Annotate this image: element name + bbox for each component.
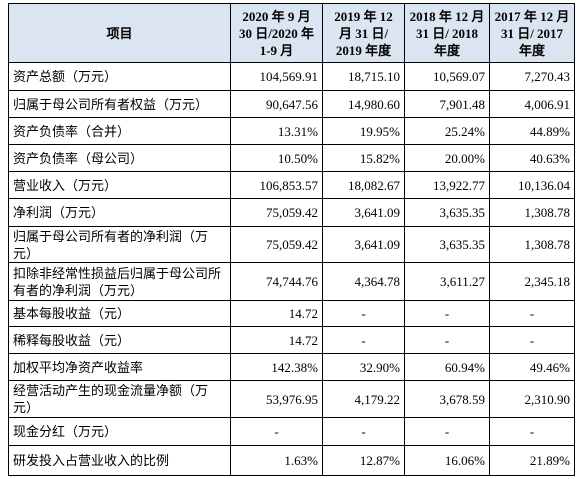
row-label: 资产总额（万元） (8, 62, 231, 91)
table-row: 加权平均净资产收益率 142.38% 32.90% 60.94% 49.46% (8, 353, 575, 381)
value-cell: 40.63% (489, 144, 575, 172)
value-cell: 4,006.91 (489, 90, 575, 118)
value-cell: 14.72 (230, 300, 323, 327)
row-label: 资产负债率（合并） (8, 117, 231, 145)
table-row: 资产负债率（母公司） 10.50% 15.82% 20.00% 40.63% (8, 144, 575, 172)
value-cell: 32.90% (322, 353, 405, 381)
row-label: 稀释每股收益（元） (8, 326, 231, 354)
row-label: 基本每股收益（元） (8, 300, 231, 327)
value-cell: - (322, 326, 405, 354)
table-row: 归属于母公司所有者的净利润（万元） 75,059.42 3,641.09 3,635.… (8, 226, 575, 263)
table-row: 资产负债率（合并） 13.31% 19.95% 25.24% 44.89% (8, 117, 575, 145)
value-cell: 1.63% (230, 445, 323, 476)
value-cell: 7,901.48 (404, 90, 490, 118)
financial-table: 项目 2020 年 9 月 30 日/2020 年 1-9 月 2019 年 12 … (8, 3, 575, 476)
value-cell: - (404, 300, 490, 327)
header-cell: 2017 年 12 月 31 日/ 2017 年度 (489, 3, 575, 63)
row-label: 研发投入占营业收入的比例 (8, 445, 231, 476)
value-cell: 106,853.57 (230, 171, 323, 199)
value-cell: 53,976.95 (230, 380, 323, 418)
value-cell: 60.94% (404, 353, 490, 381)
value-cell: 2,345.18 (489, 262, 575, 301)
value-cell: 4,179.22 (322, 380, 405, 418)
table-row: 稀释每股收益（元） 14.72- - - (8, 326, 575, 354)
row-label: 加权平均净资产收益率 (8, 353, 231, 381)
table-row: 扣除非经常性损益后归属于母公司所有者的净利润（万元） 74,744.76 4,364… (8, 262, 575, 301)
value-cell: 19.95% (322, 117, 405, 145)
header-row: 项目 2020 年 9 月 30 日/2020 年 1-9 月 2019 年 12 … (8, 3, 575, 63)
value-cell: 90,647.56 (230, 90, 323, 118)
value-cell: 3,635.35 (404, 226, 490, 263)
table-row: 营业收入（万元） 106,853.57 18,082.67 13,922.77 10,1… (8, 171, 575, 199)
row-label: 现金分红（万元） (8, 417, 231, 446)
value-cell: 14.72 (230, 326, 323, 354)
value-cell: - (404, 326, 490, 354)
value-cell: 18,082.67 (322, 171, 405, 199)
value-cell: 10,569.07 (404, 62, 490, 91)
value-cell: 44.89% (489, 117, 575, 145)
row-label: 营业收入（万元） (8, 171, 231, 199)
row-label: 扣除非经常性损益后归属于母公司所有者的净利润（万元） (8, 262, 231, 301)
table-row: 基本每股收益（元） 14.72- - - (8, 300, 575, 327)
table-row: 经营活动产生的现金流量净额（万元） 53,976.95 4,179.22 3,678.… (8, 380, 575, 418)
value-cell: 25.24% (404, 117, 490, 145)
value-cell: 3,641.09 (322, 198, 405, 227)
value-cell: - (489, 300, 575, 327)
header-cell: 2018 年 12 月 31 日/ 2018 年度 (404, 3, 490, 63)
value-cell: 142.38% (230, 353, 323, 381)
value-cell: - (322, 417, 405, 446)
value-cell: 10,136.04 (489, 171, 575, 199)
value-cell: 1,308.78 (489, 198, 575, 227)
value-cell: - (322, 300, 405, 327)
row-label: 净利润（万元） (8, 198, 231, 227)
table-container: 项目 2020 年 9 月 30 日/2020 年 1-9 月 2019 年 12 … (8, 3, 575, 476)
value-cell: 21.89% (489, 445, 575, 476)
row-label: 经营活动产生的现金流量净额（万元） (8, 380, 231, 418)
value-cell: 1,308.78 (489, 226, 575, 263)
value-cell: 13.31% (230, 117, 323, 145)
value-cell: - (489, 326, 575, 354)
value-cell: 3,611.27 (404, 262, 490, 301)
table-row: 归属于母公司所有者权益（万元） 90,647.56 14,980.60 7,901.4… (8, 90, 575, 118)
row-label: 资产负债率（母公司） (8, 144, 231, 172)
row-label: 归属于母公司所有者权益（万元） (8, 90, 231, 118)
value-cell: 2,310.90 (489, 380, 575, 418)
header-cell: 2019 年 12 月 31 日/ 2019 年度 (322, 3, 405, 63)
value-cell: 10.50% (230, 144, 323, 172)
table-row: 资产总额（万元） 104,569.91 18,715.10 10,569.07 7,27… (8, 62, 575, 91)
value-cell: 104,569.91 (230, 62, 323, 91)
table-row: 现金分红（万元） - - - - (8, 417, 575, 446)
row-label: 归属于母公司所有者的净利润（万元） (8, 226, 231, 263)
value-cell: 75,059.42 (230, 198, 323, 227)
value-cell: 3,678.59 (404, 380, 490, 418)
value-cell: 12.87% (322, 445, 405, 476)
table-row: 净利润（万元） 75,059.42 3,641.09 3,635.35 1,308.78 (8, 198, 575, 227)
header-cell: 项目 (8, 3, 231, 63)
value-cell: 7,270.43 (489, 62, 575, 91)
value-cell: 49.46% (489, 353, 575, 381)
table-row: 研发投入占营业收入的比例 1.63% 12.87% 16.06% 21.89% (8, 445, 575, 476)
value-cell: 3,635.35 (404, 198, 490, 227)
value-cell: 75,059.42 (230, 226, 323, 263)
value-cell: 15.82% (322, 144, 405, 172)
value-cell: - (404, 417, 490, 446)
header-cell: 2020 年 9 月 30 日/2020 年 1-9 月 (230, 3, 323, 63)
value-cell: - (230, 417, 323, 446)
value-cell: 18,715.10 (322, 62, 405, 91)
value-cell: 74,744.76 (230, 262, 323, 301)
value-cell: - (489, 417, 575, 446)
value-cell: 3,641.09 (322, 226, 405, 263)
value-cell: 16.06% (404, 445, 490, 476)
value-cell: 20.00% (404, 144, 490, 172)
value-cell: 13,922.77 (404, 171, 490, 199)
value-cell: 4,364.78 (322, 262, 405, 301)
value-cell: 14,980.60 (322, 90, 405, 118)
